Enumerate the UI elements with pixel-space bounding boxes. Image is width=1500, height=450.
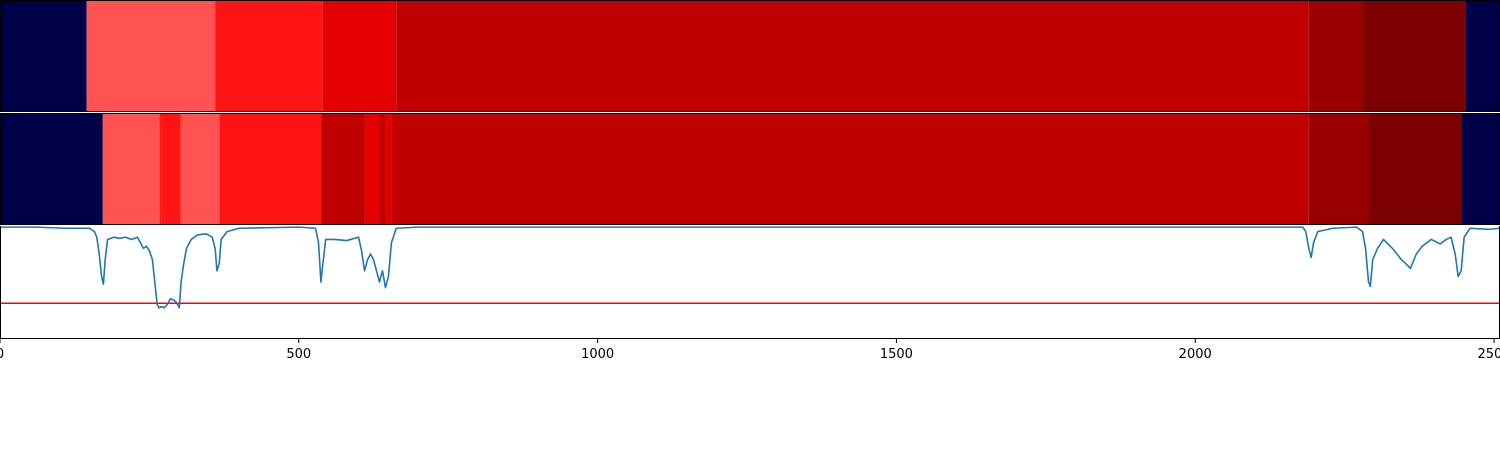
heatmap-cell-row0-6 [1362,0,1466,112]
heatmap-cell-row1-1 [102,113,160,225]
heatmap-cell-row1-6 [321,113,365,225]
heatmap-cell-row1-2 [159,113,162,225]
x-tick-label-4: 2000 [1179,347,1212,362]
heatmap-cell-row0-4 [396,0,1309,112]
x-tick-label-0: 0 [0,347,4,362]
band-row-bottom [0,113,1500,225]
heatmap-cell-row1-13 [1461,113,1500,225]
heatmap-cell-row0-5 [1308,0,1363,112]
x-tick-label-1: 500 [286,347,311,362]
heatmap-cell-row0-7 [1465,0,1500,112]
heatmap-cell-row1-9 [385,113,392,225]
series-line-0 [0,226,1500,309]
x-tick-label-5: 2500 [1477,347,1500,362]
heatmap-cell-row1-11 [1308,113,1369,225]
line-panel-frame [0,226,1500,339]
heatmap-cell-row1-10 [391,113,1309,225]
heatmap-cell-row0-2 [215,0,323,112]
band-row-top [0,0,1500,112]
x-tick-label-2: 1000 [581,347,614,362]
heatmap-cell-row1-5 [219,113,322,225]
heatmap-cell-row1-4 [180,113,220,225]
heatmap-cell-row1-8 [379,113,386,225]
x-axis: 0 500 1000 1500 2000 2500 [0,338,1500,362]
heatmap-cell-row0-3 [322,0,397,112]
heatmap-cell-row0-1 [86,0,216,112]
line-panel [0,226,1500,339]
heatmap-cell-row1-7 [364,113,380,225]
x-tick-label-3: 1500 [880,347,913,362]
heatmap-cell-row0-0 [0,0,87,112]
heatmap-cell-row1-3 [161,113,181,225]
heatmap-cell-row1-0 [0,113,103,225]
heatmap-cell-row1-12 [1368,113,1462,225]
